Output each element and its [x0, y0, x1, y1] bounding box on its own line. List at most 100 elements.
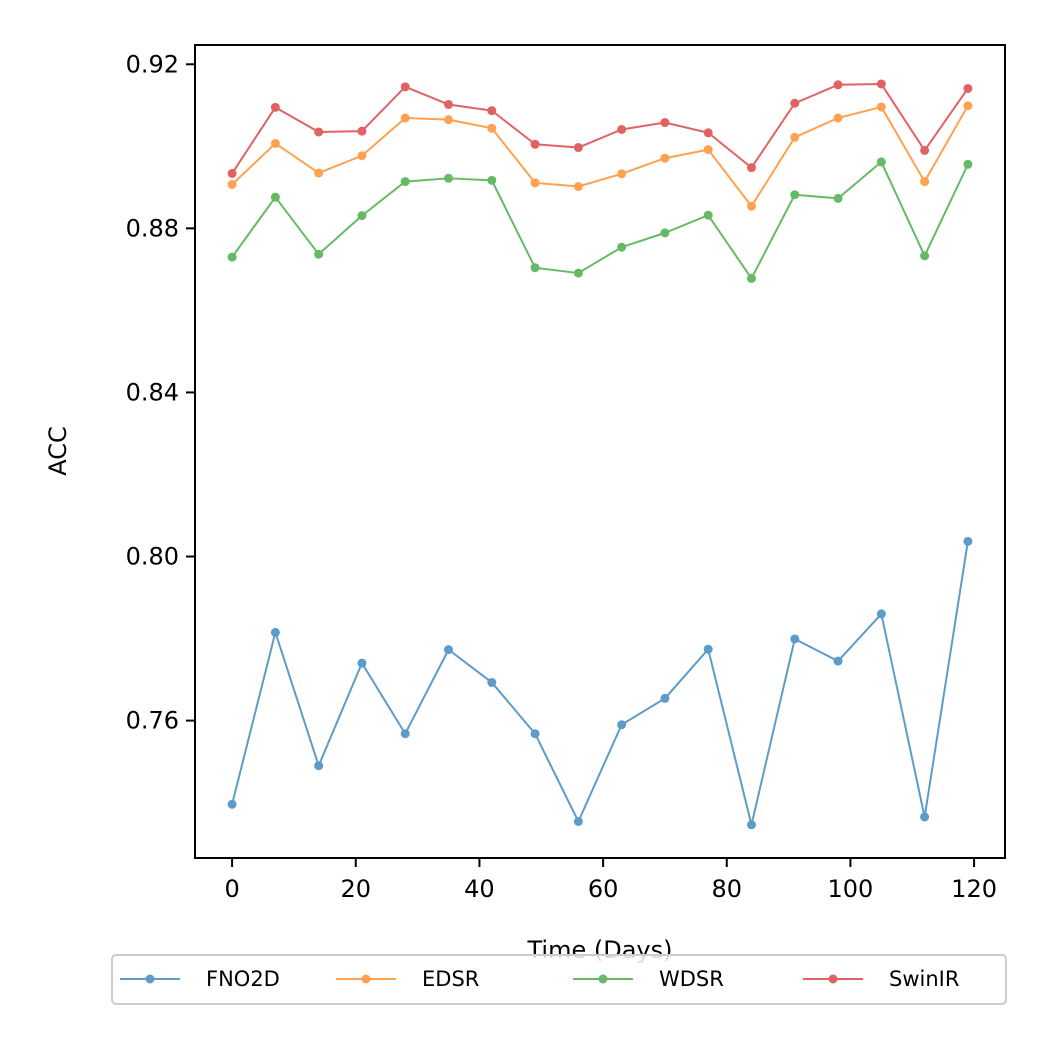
- x-tick-label: 120: [951, 875, 997, 903]
- data-point-swinir: [227, 168, 237, 178]
- data-point-fno2d: [963, 536, 973, 546]
- y-tick-label: 0.88: [126, 214, 179, 242]
- data-point-swinir: [876, 79, 886, 89]
- legend-label-wdsr: WDSR: [659, 967, 724, 991]
- legend-marker-wdsr: [598, 974, 608, 984]
- data-point-wdsr: [876, 157, 886, 167]
- x-tick-label: 20: [340, 875, 371, 903]
- data-point-fno2d: [617, 720, 627, 730]
- data-point-wdsr: [833, 193, 843, 203]
- data-point-wdsr: [227, 252, 237, 262]
- data-point-fno2d: [400, 729, 410, 739]
- data-point-edsr: [227, 179, 237, 189]
- data-point-fno2d: [876, 609, 886, 619]
- data-point-wdsr: [746, 273, 756, 283]
- data-point-edsr: [314, 168, 324, 178]
- x-tick-label: 100: [828, 875, 874, 903]
- data-point-fno2d: [227, 799, 237, 809]
- data-point-wdsr: [314, 249, 324, 259]
- y-tick-label: 0.84: [126, 378, 179, 406]
- data-point-swinir: [444, 99, 454, 109]
- data-point-swinir: [357, 126, 367, 136]
- legend-label-fno2d: FNO2D: [206, 967, 280, 991]
- data-point-edsr: [400, 113, 410, 123]
- plot-frame: [194, 44, 1006, 859]
- data-point-swinir: [833, 80, 843, 90]
- data-point-swinir: [617, 124, 627, 134]
- legend-item-wdsr: WDSR: [573, 967, 724, 991]
- data-point-edsr: [790, 132, 800, 142]
- data-point-swinir: [573, 143, 583, 153]
- data-point-wdsr: [963, 159, 973, 169]
- data-point-wdsr: [444, 173, 454, 183]
- data-point-edsr: [487, 123, 497, 133]
- series-line-wdsr: [231, 160, 969, 280]
- y-axis-title: ACC: [44, 426, 72, 476]
- data-point-wdsr: [487, 175, 497, 185]
- data-point-swinir: [703, 128, 713, 138]
- data-point-fno2d: [573, 816, 583, 826]
- data-point-fno2d: [746, 820, 756, 830]
- legend-marker-edsr: [361, 974, 371, 984]
- data-point-swinir: [963, 83, 973, 93]
- series-edsr: [227, 101, 973, 211]
- y-tick-label: 0.80: [126, 543, 179, 571]
- data-point-edsr: [444, 115, 454, 125]
- data-point-wdsr: [530, 263, 540, 273]
- legend-item-fno2d: FNO2D: [120, 967, 280, 991]
- data-point-fno2d: [660, 693, 670, 703]
- data-point-edsr: [876, 102, 886, 112]
- legend-item-edsr: EDSR: [336, 967, 479, 991]
- data-point-edsr: [703, 145, 713, 155]
- x-tick-label: 80: [711, 875, 742, 903]
- data-point-wdsr: [400, 177, 410, 187]
- legend-swatch-swinir: [803, 974, 863, 984]
- data-point-edsr: [270, 138, 280, 148]
- data-point-wdsr: [790, 190, 800, 200]
- data-point-wdsr: [703, 210, 713, 220]
- x-tick-label: 0: [224, 875, 239, 903]
- data-point-fno2d: [314, 761, 324, 771]
- data-point-fno2d: [790, 634, 800, 644]
- data-point-fno2d: [530, 729, 540, 739]
- data-point-edsr: [833, 113, 843, 123]
- data-point-wdsr: [660, 228, 670, 238]
- legend-swatch-fno2d: [120, 974, 180, 984]
- data-point-swinir: [660, 118, 670, 128]
- legend-items: FNO2D EDSR WDSR SwinIR: [120, 967, 959, 991]
- data-point-fno2d: [270, 627, 280, 637]
- data-point-swinir: [270, 102, 280, 112]
- y-axis: 0.76 0.80 0.84 0.88 0.92: [126, 50, 195, 735]
- data-point-swinir: [790, 98, 800, 108]
- legend-marker-swinir: [828, 974, 838, 984]
- data-point-wdsr: [617, 242, 627, 252]
- data-point-edsr: [357, 151, 367, 161]
- legend: FNO2D EDSR WDSR SwinIR: [111, 954, 1007, 1005]
- series-fno2d: [227, 536, 973, 830]
- data-point-edsr: [920, 177, 930, 187]
- legend-box: [111, 954, 1007, 1005]
- x-tick-label: 40: [464, 875, 495, 903]
- data-point-swinir: [400, 82, 410, 92]
- data-point-fno2d: [833, 656, 843, 666]
- data-point-swinir: [314, 127, 324, 137]
- data-point-swinir: [920, 145, 930, 155]
- data-point-swinir: [746, 163, 756, 173]
- y-tick-label: 0.92: [126, 50, 179, 78]
- data-point-swinir: [487, 106, 497, 116]
- data-point-edsr: [746, 201, 756, 211]
- data-point-swinir: [530, 139, 540, 149]
- data-point-fno2d: [444, 645, 454, 655]
- series-swinir: [227, 79, 973, 178]
- data-point-wdsr: [573, 268, 583, 278]
- data-point-wdsr: [357, 211, 367, 221]
- data-point-fno2d: [487, 677, 497, 687]
- legend-label-swinir: SwinIR: [889, 967, 959, 991]
- legend-swatch-edsr: [336, 974, 396, 984]
- data-point-wdsr: [920, 251, 930, 261]
- legend-swatch-wdsr: [573, 974, 633, 984]
- data-point-wdsr: [270, 192, 280, 202]
- series-layer: [227, 79, 973, 830]
- series-line-fno2d: [231, 541, 969, 826]
